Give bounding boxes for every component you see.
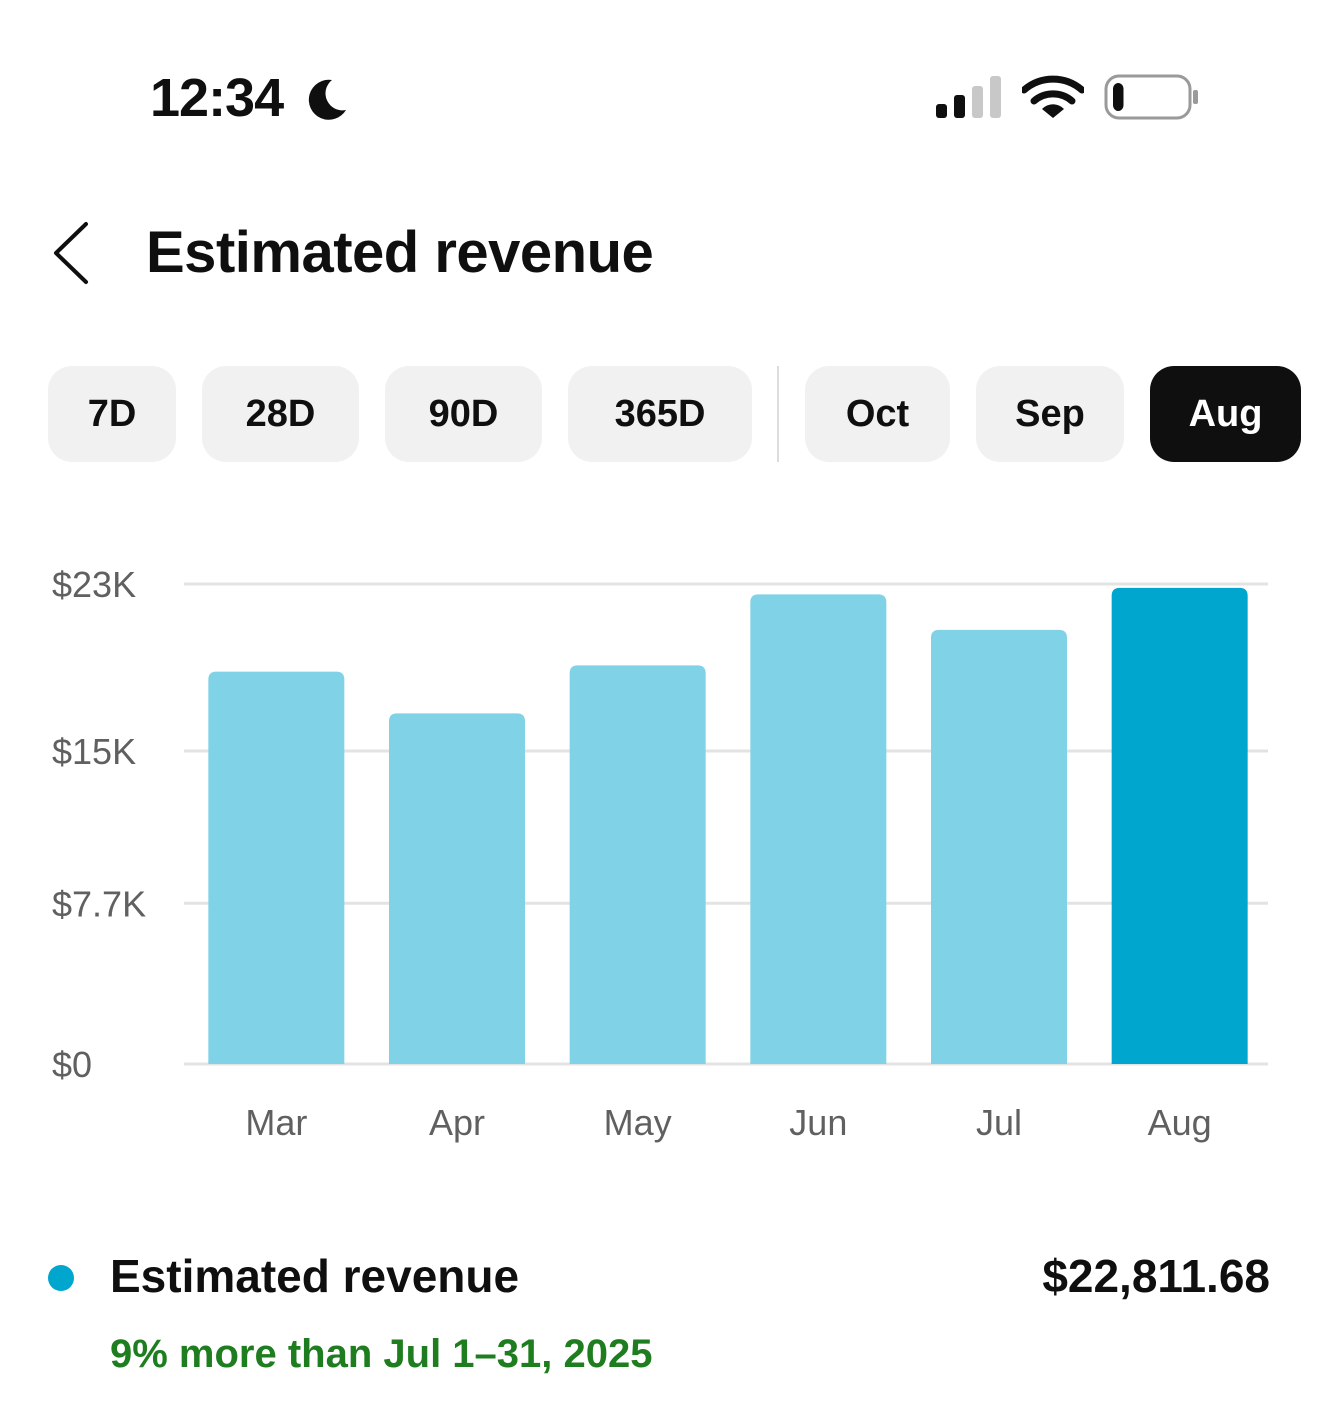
revenue-bar-chart: $0 $7.7K $15K $23K Mar Apr May Jun Jul Aug [52, 564, 1268, 1143]
chip-divider [777, 366, 779, 462]
y-tick-label-3: $23K [52, 564, 136, 605]
page-title: Estimated revenue [146, 220, 654, 285]
moon-icon [308, 79, 346, 120]
period-chip-7d[interactable]: 7D [48, 366, 176, 462]
bar-jun [750, 594, 887, 1064]
x-tick-label-jul: Jul [976, 1102, 1022, 1143]
period-chip-90d[interactable]: 90D [385, 366, 542, 462]
x-tick-label-may: May [604, 1102, 672, 1143]
summary-comparison: 9% more than Jul 1–31, 2025 [110, 1332, 653, 1376]
x-tick-label-aug: Aug [1148, 1102, 1212, 1143]
legend-dot [48, 1265, 74, 1291]
bar-mar [208, 671, 345, 1064]
wifi-icon [1022, 75, 1084, 118]
bar-apr [389, 713, 525, 1064]
y-tick-label-1: $7.7K [52, 883, 146, 924]
period-chip-365d[interactable]: 365D [568, 366, 752, 462]
back-icon[interactable] [50, 220, 92, 286]
summary-label: Estimated revenue [110, 1250, 520, 1302]
x-tick-label-apr: Apr [429, 1102, 485, 1143]
period-chip-oct[interactable]: Oct [805, 366, 950, 462]
x-tick-label-mar: Mar [245, 1102, 307, 1143]
battery-icon [1104, 74, 1198, 120]
bar-aug [1111, 587, 1248, 1064]
period-chip-aug[interactable]: Aug [1150, 366, 1301, 462]
summary-value: $22,811.68 [1042, 1250, 1270, 1302]
x-tick-label-jun: Jun [789, 1102, 847, 1143]
status-time: 12:34 [150, 68, 284, 128]
y-tick-label-0: $0 [52, 1044, 92, 1085]
period-chip-28d[interactable]: 28D [202, 366, 359, 462]
cellular-signal-icon [936, 76, 1001, 118]
bar-jul [931, 629, 1067, 1064]
period-chip-sep[interactable]: Sep [976, 366, 1124, 462]
bar-may [569, 665, 706, 1064]
y-tick-label-2: $15K [52, 731, 136, 772]
